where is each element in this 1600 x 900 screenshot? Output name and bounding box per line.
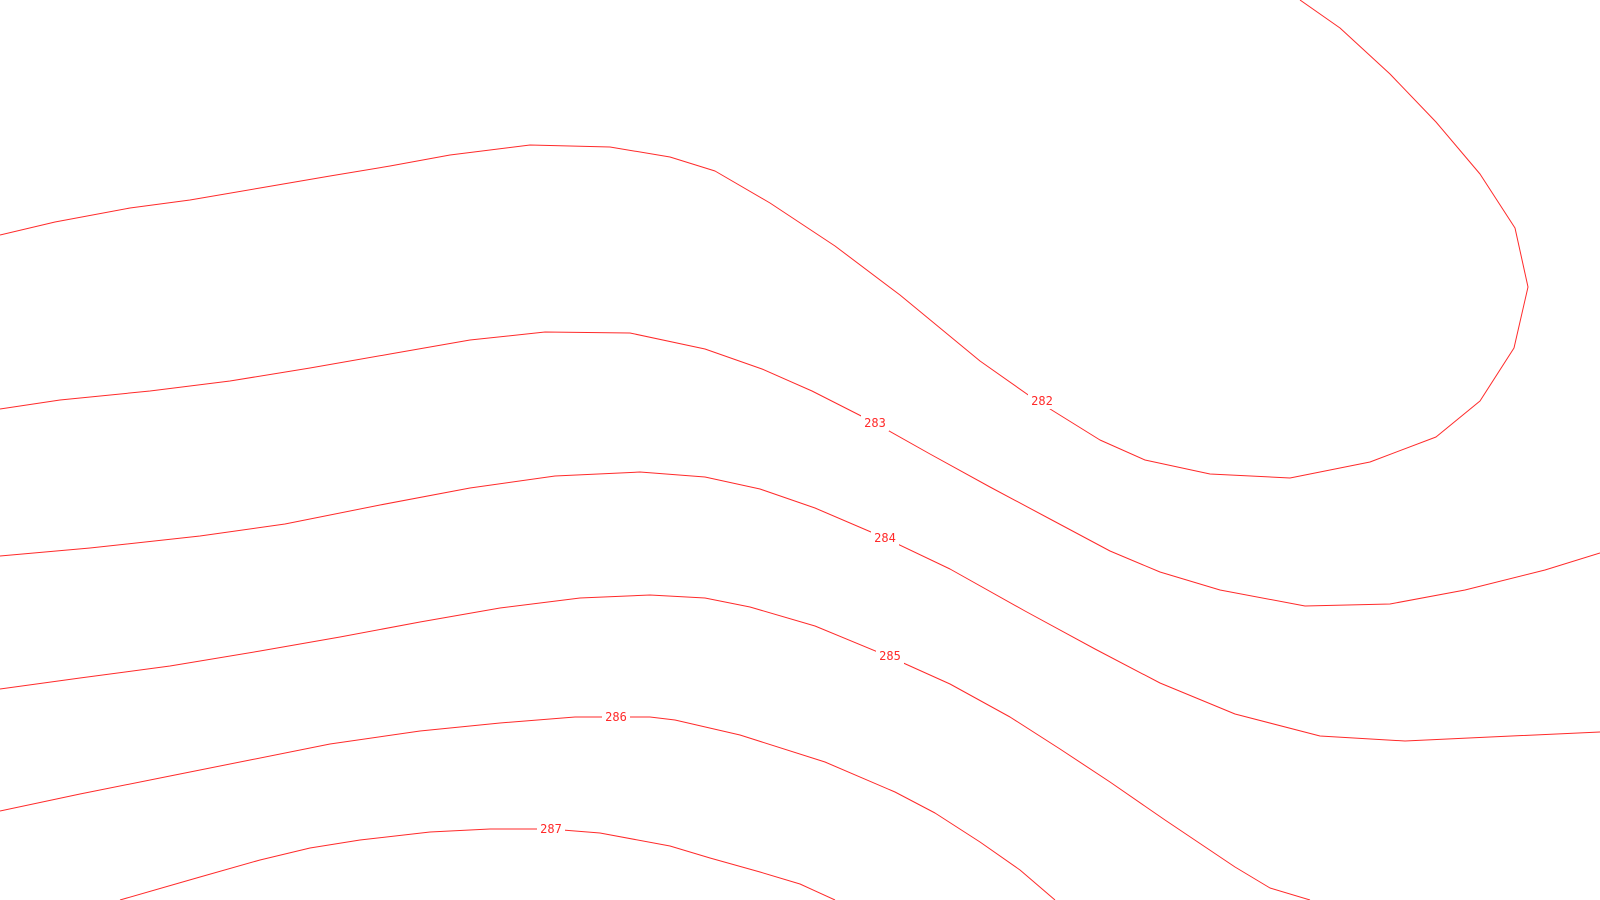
contour-line-285: 285 <box>0 594 1311 900</box>
contour-line-287: 287 <box>119 821 836 900</box>
contour-line-283: 283 <box>0 331 1600 607</box>
contour-label-286: 286 <box>605 710 627 724</box>
label-mask-285 <box>876 648 904 664</box>
label-mask-287 <box>537 821 565 837</box>
contour-path-287 <box>119 828 836 900</box>
contour-path-282 <box>0 0 1529 479</box>
contour-line-284: 284 <box>0 471 1600 742</box>
contour-label-282: 282 <box>1031 394 1053 408</box>
contour-label-283: 283 <box>864 416 886 430</box>
label-mask-284 <box>871 530 899 546</box>
contour-label-287: 287 <box>540 822 562 836</box>
contour-label-285: 285 <box>879 649 901 663</box>
label-mask-286 <box>602 709 630 725</box>
contour-line-286: 286 <box>0 709 1056 900</box>
contour-line-282: 282 <box>0 0 1529 479</box>
label-mask-282 <box>1028 393 1056 409</box>
contour-path-284 <box>0 471 1600 742</box>
contour-path-285 <box>0 594 1311 900</box>
contour-label-284: 284 <box>874 531 896 545</box>
contour-path-286 <box>0 716 1056 900</box>
label-mask-283 <box>861 415 889 431</box>
contour-path-283 <box>0 331 1600 607</box>
